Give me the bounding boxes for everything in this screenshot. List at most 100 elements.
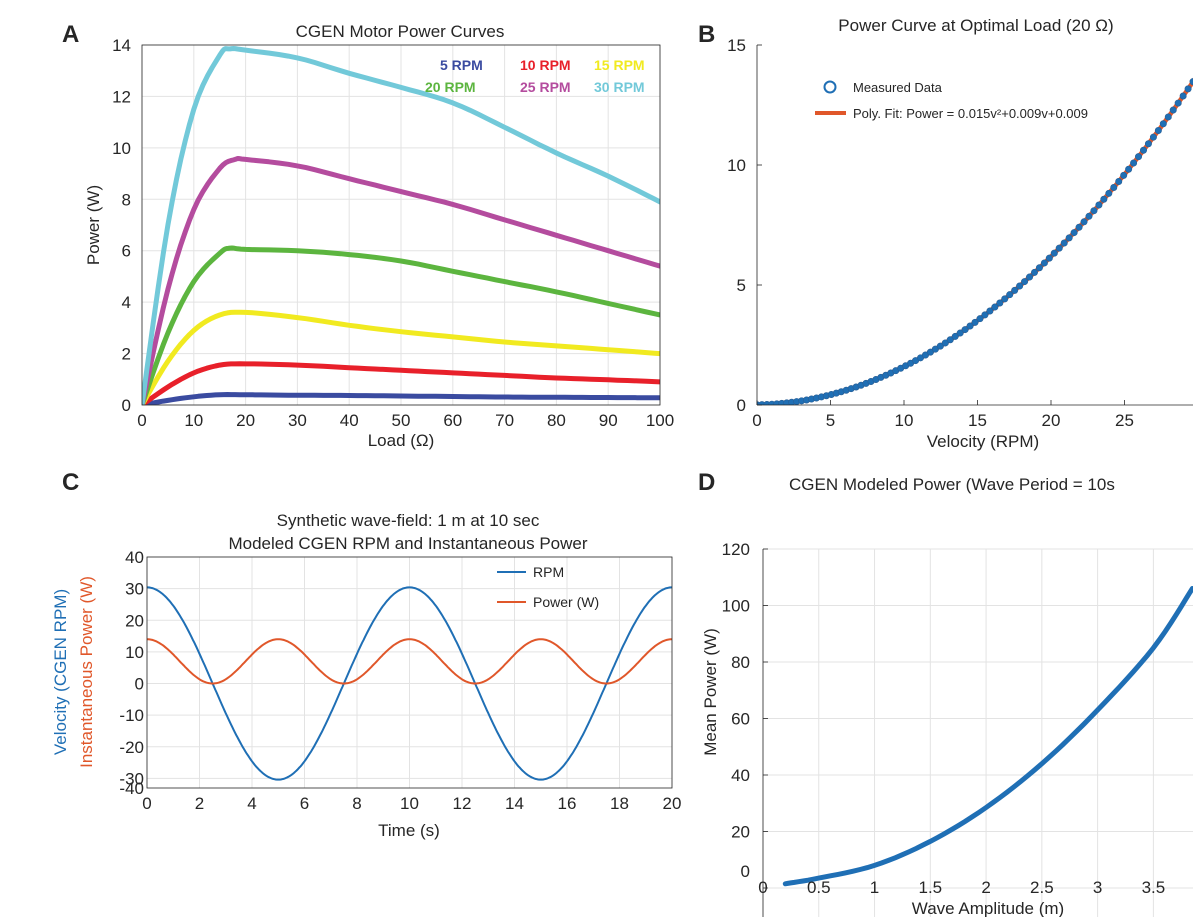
panel-b-xtick-label: 5 bbox=[826, 411, 835, 430]
panel-d-ytick-label: 60 bbox=[731, 710, 750, 729]
panel-b-data-point bbox=[1021, 278, 1029, 286]
panel-b-ytick-label: 5 bbox=[737, 276, 746, 295]
panel-a-xtick-label: 50 bbox=[392, 411, 411, 430]
panel-b-data-point bbox=[956, 329, 964, 337]
panel-b-data-point bbox=[1144, 140, 1152, 148]
panel-b-data-point bbox=[986, 307, 994, 315]
panel-c-legend-label-power: Power (W) bbox=[533, 594, 599, 610]
panel-b-xtick-label: 10 bbox=[895, 411, 914, 430]
panel-letter-b: B bbox=[698, 21, 715, 48]
panel-c-xtick-label: 2 bbox=[195, 794, 204, 813]
panel-d-ylabel: Mean Power (W) bbox=[701, 628, 720, 756]
panel-b-ytick-label: 10 bbox=[727, 156, 746, 175]
panel-a-xtick-label: 100 bbox=[646, 411, 674, 430]
panel-b-xtick-label: 0 bbox=[752, 411, 761, 430]
panel-a-xtick-label: 0 bbox=[137, 411, 146, 430]
panel-d-xtick-label: 2.5 bbox=[1030, 878, 1054, 897]
panel-b-data-point bbox=[1016, 282, 1024, 290]
panel-a-xtick-label: 80 bbox=[547, 411, 566, 430]
panel-c-xtick-label: 4 bbox=[247, 794, 256, 813]
panel-b-tick-labels: 0 5 10 15 20 25 0 5 10 15 bbox=[727, 36, 1134, 430]
panel-b-legend: Measured Data Poly. Fit: Power = 0.015v²+… bbox=[815, 80, 1088, 121]
panel-c-ylabel-velocity: Velocity (CGEN RPM) bbox=[51, 589, 70, 755]
panel-b-xtick-label: 20 bbox=[1042, 411, 1061, 430]
panel-d-power-line bbox=[782, 586, 1193, 887]
panel-b-data-point bbox=[1085, 212, 1093, 220]
panel-d-ytick-label: 0 bbox=[741, 862, 750, 881]
panel-d-xtick-label: 1 bbox=[870, 878, 879, 897]
panel-a-legend: 5 RPM 10 RPM 15 RPM 20 RPM 25 RPM 30 RPM bbox=[425, 57, 645, 95]
panel-a-ytick-label: 4 bbox=[122, 293, 131, 312]
panel-d-ytick-label: 100 bbox=[722, 597, 750, 616]
panel-a-xtick-label: 60 bbox=[443, 411, 462, 430]
panel-c-ytick-label: 40 bbox=[125, 548, 144, 567]
panel-d-ytick-label: 120 bbox=[722, 540, 750, 559]
panel-c-xtick-label: 20 bbox=[663, 794, 682, 813]
panel-a-legend-entry-6: 30 RPM bbox=[594, 79, 645, 95]
panel-b-xtick-label: 25 bbox=[1115, 411, 1134, 430]
panel-d-ytick-label: 80 bbox=[731, 653, 750, 672]
panel-b-data-point bbox=[1149, 133, 1157, 141]
panel-b-data-point bbox=[951, 332, 959, 340]
panel-b-data-point bbox=[1189, 78, 1193, 86]
panel-c-xtick-label: 6 bbox=[300, 794, 309, 813]
panel-b-xtick-label: 15 bbox=[968, 411, 987, 430]
panel-d-xtick-label: 2 bbox=[981, 878, 990, 897]
panel-a-series-line-5 bbox=[142, 156, 660, 405]
panel-a-legend-entry-4: 20 RPM bbox=[425, 79, 476, 95]
panel-b-data-point bbox=[1174, 99, 1182, 107]
panel-a-series-line-4 bbox=[142, 245, 660, 405]
panel-b-data-point bbox=[1065, 234, 1073, 242]
panel-a-xtick-label: 70 bbox=[495, 411, 514, 430]
panel-c-legend: RPM Power (W) bbox=[497, 564, 599, 610]
panel-d-ytick-label: 40 bbox=[731, 766, 750, 785]
panel-letter-d: D bbox=[698, 469, 715, 496]
panel-a-series-line-2 bbox=[142, 361, 660, 405]
panel-b-legend-label-measured: Measured Data bbox=[853, 80, 943, 95]
panel-c-ytick-label: -10 bbox=[119, 706, 144, 725]
panel-b-data-point bbox=[1154, 127, 1162, 135]
panel-a-ytick-label: 0 bbox=[122, 396, 131, 415]
panel-d-xtick-label: 0.5 bbox=[807, 878, 831, 897]
panel-a-series-line-6 bbox=[142, 46, 660, 405]
panel-b-data-point bbox=[931, 345, 939, 353]
panel-a-legend-entry-2: 10 RPM bbox=[520, 57, 571, 73]
panel-a-legend-entry-3: 15 RPM bbox=[594, 57, 645, 73]
panel-b-data-point bbox=[1159, 120, 1167, 128]
panel-b-data-point bbox=[1184, 85, 1192, 93]
panel-b-data-point bbox=[1080, 218, 1088, 226]
panel-c-ytick-label: -30 bbox=[119, 769, 144, 788]
panel-c-power-line bbox=[147, 638, 672, 685]
panel-b-data-point bbox=[941, 339, 949, 347]
panel-d-ytick-label: 20 bbox=[731, 823, 750, 842]
panel-b-data-point bbox=[1169, 106, 1177, 114]
panel-c-ytick-label: 10 bbox=[125, 643, 144, 662]
panel-b-data-point bbox=[981, 311, 989, 319]
panel-letter-a: A bbox=[62, 21, 79, 48]
panel-b-data-point bbox=[1179, 92, 1187, 100]
panel-c-axes-box bbox=[146, 556, 673, 789]
panel-a-ytick-label: 2 bbox=[122, 345, 131, 364]
panel-b-legend-marker bbox=[823, 80, 837, 94]
panel-a-series-line-1 bbox=[142, 392, 660, 405]
panel-d-tick-labels: 0 0.5 1 1.5 2 2.5 3 3.5 0 20 40 60 80 100 120 bbox=[722, 540, 1166, 897]
panel-c-series bbox=[147, 586, 672, 781]
panel-c-grid bbox=[146, 556, 673, 788]
panel-b-data-point bbox=[1075, 223, 1083, 231]
panel-a-xtick-label: 90 bbox=[599, 411, 618, 430]
panel-b-data-point bbox=[1001, 295, 1009, 303]
panel-a-grid bbox=[141, 44, 661, 406]
panel-c-xtick-label: 8 bbox=[352, 794, 361, 813]
panel-b-data-point bbox=[1120, 171, 1128, 179]
panel-b-data-point bbox=[1045, 254, 1053, 262]
panel-c-legend-label-rpm: RPM bbox=[533, 564, 564, 580]
panel-c-xtick-label: 10 bbox=[400, 794, 419, 813]
panel-b-legend-label-fit: Poly. Fit: Power = 0.015v²+0.009v+0.009 bbox=[853, 106, 1088, 121]
panel-c-ytick-label: -40 bbox=[119, 779, 144, 798]
panel-d-series bbox=[782, 586, 1193, 887]
panel-c-xtick-label: 0 bbox=[142, 794, 151, 813]
panel-b-data-point bbox=[1090, 207, 1098, 215]
panel-c-tick-labels: 0 2 4 6 8 10 12 14 16 18 20 -40-30 -20 -10 0 10 20 30 40 bbox=[119, 548, 681, 813]
